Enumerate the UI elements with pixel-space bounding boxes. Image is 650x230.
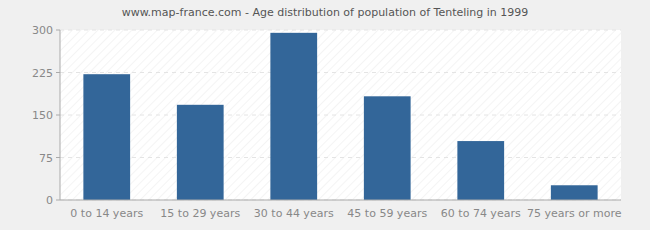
background [0, 0, 650, 230]
tick-mark [56, 115, 60, 116]
grid-line [60, 200, 621, 201]
y-tick-label: 75 [39, 152, 53, 165]
y-axis [60, 30, 61, 200]
bar [177, 105, 224, 200]
x-tick-label: 75 years or more [527, 207, 622, 220]
plot-area [60, 30, 621, 200]
y-tick-label: 300 [32, 24, 53, 37]
tick-mark [56, 200, 60, 201]
chart-title: www.map-france.com - Age distribution of… [122, 6, 529, 19]
grid-line [60, 115, 621, 116]
bar [457, 141, 504, 200]
y-tick-label: 0 [46, 194, 53, 207]
bar [83, 74, 130, 200]
tick-mark [56, 157, 60, 158]
x-tick-label: 60 to 74 years [441, 207, 521, 220]
tick-mark [56, 72, 60, 73]
x-tick-label: 30 to 44 years [254, 207, 334, 220]
y-tick-label: 150 [32, 109, 53, 122]
bar [364, 96, 411, 200]
bar [270, 33, 317, 200]
y-tick-label: 225 [32, 67, 53, 80]
bar [551, 185, 598, 200]
bars [83, 33, 597, 200]
chart-container: www.map-france.com - Age distribution of… [0, 0, 650, 230]
chart-svg: www.map-france.com - Age distribution of… [0, 0, 650, 230]
grid-line [60, 72, 621, 73]
grid-line [60, 157, 621, 158]
tick-mark [56, 30, 60, 31]
x-tick-label: 45 to 59 years [347, 207, 427, 220]
x-tick-label: 0 to 14 years [70, 207, 143, 220]
grid-line [60, 30, 621, 31]
x-axis [60, 200, 621, 201]
x-tick-label: 15 to 29 years [160, 207, 240, 220]
